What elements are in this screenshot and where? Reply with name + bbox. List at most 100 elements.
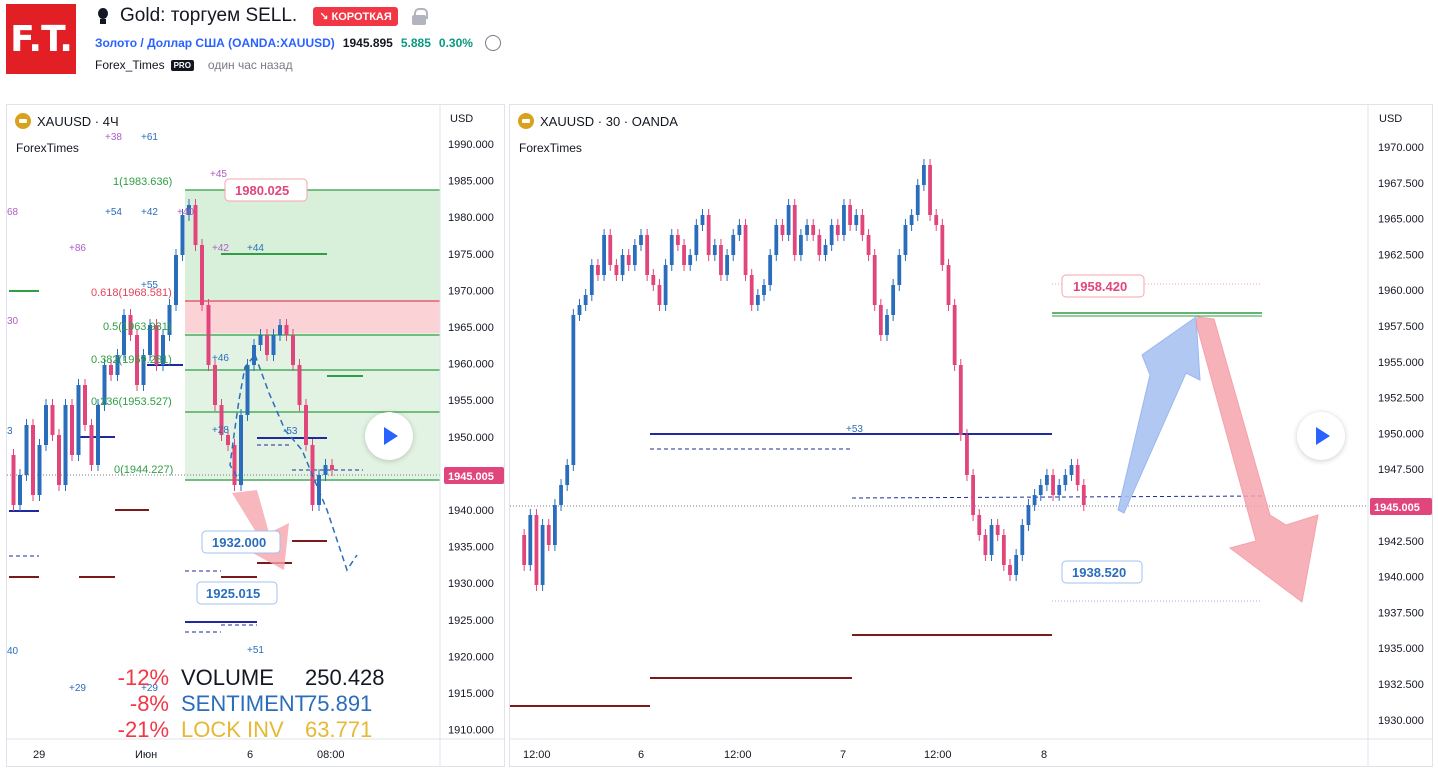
callout-1925[interactable]	[196, 581, 278, 605]
candle-body	[102, 365, 107, 405]
svg-text:-53: -53	[283, 426, 298, 437]
svg-text:+29: +29	[141, 683, 158, 694]
candle-body	[1081, 485, 1086, 505]
candle-body	[291, 335, 295, 365]
idea-title: Gold: торгуем SELL.	[120, 5, 298, 26]
pro-badge: PRO	[170, 59, 194, 71]
candle-body	[297, 365, 302, 405]
right-down-arrow	[1195, 316, 1319, 603]
callout-1980[interactable]	[224, 178, 308, 202]
right-y-tick: 1967.500	[1378, 178, 1424, 190]
callout-1938[interactable]	[1061, 560, 1143, 584]
right-chart-watermark: ForexTimes	[519, 141, 582, 155]
left-y-tick: 1935.000	[448, 542, 494, 554]
candle-body	[11, 455, 16, 505]
candle-body	[743, 225, 748, 275]
svg-text:+44: +44	[247, 243, 264, 254]
callout-1958[interactable]	[1061, 274, 1145, 298]
candle-body	[645, 235, 650, 275]
right-y-tick: 1940.000	[1378, 572, 1424, 584]
left-x-tick: 6	[247, 749, 253, 761]
published-time: один час назад	[207, 58, 293, 72]
left-play-button[interactable]	[365, 412, 413, 460]
svg-text:+55: +55	[141, 280, 158, 291]
right-play-button[interactable]	[1297, 412, 1345, 460]
candle-body	[1014, 555, 1019, 575]
candle-body	[903, 225, 908, 255]
candle-body	[848, 205, 852, 225]
candle-body	[44, 405, 48, 445]
svg-text:+61: +61	[141, 132, 158, 143]
left-chart-watermark: ForexTimes	[16, 141, 79, 155]
author-name[interactable]: Forex_Times	[95, 58, 165, 72]
left-chart-pane[interactable]: XAUUSD · 4Ч ForexTimes	[6, 104, 505, 767]
candle-body	[284, 325, 289, 335]
candle-body	[971, 475, 975, 515]
left-y-tick: 1920.000	[448, 651, 494, 663]
stop-zone	[185, 301, 440, 333]
right-y-tick: 1962.500	[1378, 249, 1424, 261]
candle-body	[1026, 505, 1031, 525]
left-x-tick: 29	[33, 749, 45, 761]
right-x-tick: 12:00	[523, 749, 551, 761]
candle-body	[866, 235, 871, 255]
candle-body	[700, 215, 705, 225]
left-price-tag	[444, 467, 504, 484]
lock-icon	[411, 8, 428, 25]
candle-body	[304, 405, 308, 445]
svg-text:+40: +40	[177, 207, 194, 218]
sentiment-value: 75.891	[305, 691, 373, 716]
sentiment-row: -8% SENTIMENT 75.891	[107, 691, 385, 717]
lock-label: LOCK INV	[181, 717, 284, 742]
candle-body	[24, 425, 29, 475]
left-y-tick: 1965.000	[448, 322, 494, 334]
left-chart-canvas[interactable]: USD 1990.000 1985.000 1980.000 1975.000 1970…	[7, 105, 505, 767]
candle-body	[651, 275, 656, 285]
candle-body	[639, 235, 643, 245]
candle-body	[946, 265, 951, 305]
forex-times-logo[interactable]: F.T.	[6, 4, 76, 74]
left-x-tick: 08:00	[317, 749, 345, 761]
svg-text:+42: +42	[141, 207, 158, 218]
symbol-link[interactable]: Золото / Доллар США (OANDA:XAUUSD)	[95, 36, 335, 50]
lock-value: 63.771	[305, 717, 373, 742]
candle-body	[89, 425, 94, 465]
right-chart-canvas[interactable]: +53 1958.420 1938.520 USD 1970.000 1967.5…	[510, 105, 1433, 767]
right-y-tick: 1957.500	[1378, 321, 1424, 333]
candle-body	[897, 255, 902, 285]
left-y-tick: 1925.000	[448, 615, 494, 627]
candle-body	[528, 515, 533, 565]
author-row: Forex_Times PRO один час назад	[95, 58, 293, 72]
right-candles	[522, 159, 1086, 591]
callout-1932[interactable]	[201, 530, 281, 554]
candle-body	[200, 245, 204, 305]
trade-markers: +38 +61 +45 +54 +42 +40 +42 +44 +55 +46 …	[7, 132, 298, 694]
candle-body	[213, 365, 217, 405]
candle-body	[694, 225, 699, 255]
right-y-tick: 1935.000	[1378, 643, 1424, 655]
right-chart-pane[interactable]: XAUUSD · 30 · OANDA ForexTimes +53 1958.…	[509, 104, 1433, 767]
candle-body	[239, 415, 243, 485]
fib-label-0236: 0.236(1953.527)	[91, 396, 172, 408]
alarm-clock-icon[interactable]	[484, 35, 501, 51]
candle-body	[835, 225, 840, 235]
gold-symbol-icon	[15, 113, 31, 129]
callout-1958-text: 1958.420	[1073, 279, 1127, 294]
candle-body	[1057, 485, 1062, 495]
left-price-tag-text: 1945.005	[448, 471, 494, 483]
right-level-entry	[851, 495, 1263, 499]
right-y-tick: 1947.500	[1378, 464, 1424, 476]
svg-text:30: 30	[7, 316, 19, 327]
fib-label-0618: 0.618(1968.581)	[91, 287, 172, 299]
forecast-path-1	[229, 354, 256, 486]
candle-body	[860, 215, 865, 235]
candle-body	[252, 345, 256, 365]
left-x-tick: Июн	[135, 749, 157, 761]
candle-body	[958, 365, 963, 435]
candle-body	[762, 285, 766, 295]
left-sell-arrow	[232, 490, 289, 570]
candle-body	[1008, 565, 1012, 575]
candle-body	[577, 305, 582, 315]
candle-body	[63, 405, 68, 485]
candle-body	[676, 235, 680, 245]
